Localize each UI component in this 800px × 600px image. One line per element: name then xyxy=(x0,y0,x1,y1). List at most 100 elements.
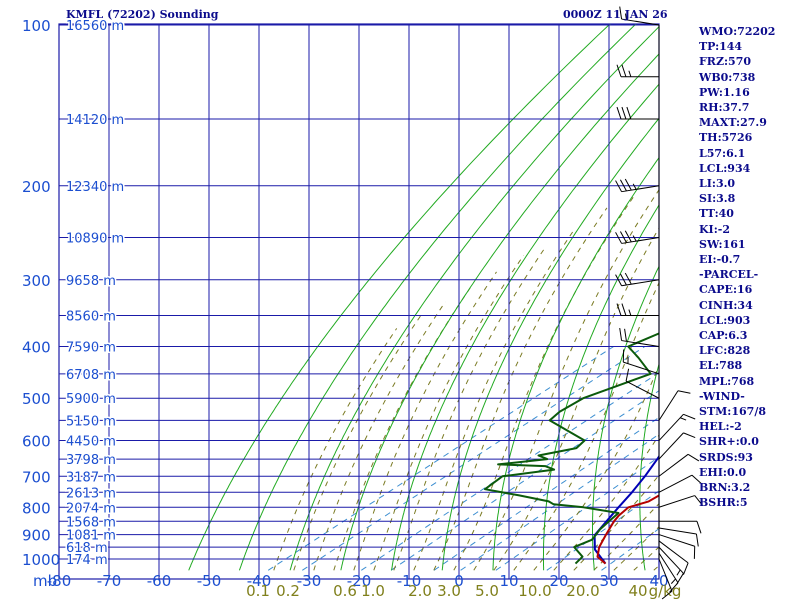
temperature-tick-label: 30 xyxy=(599,572,618,590)
wind-barb-shaft xyxy=(658,474,693,493)
wind-barb-flag xyxy=(615,232,623,244)
height-label-halo: 10890 m xyxy=(66,231,124,246)
mixing-ratio-label: 10.0 xyxy=(518,582,551,600)
height-label: 2074 m xyxy=(66,501,116,516)
wind-barb-half xyxy=(632,235,637,242)
pressure-tick-label: 800 xyxy=(22,499,51,517)
wind-barb-shaft xyxy=(658,558,673,592)
height-label-halo: 2613 m xyxy=(66,486,116,501)
index-item: SW:161 xyxy=(699,237,746,251)
index-item: BRN:3.2 xyxy=(699,481,751,495)
moist-adiabat xyxy=(473,188,659,571)
index-item: LCL:903 xyxy=(699,313,751,327)
temperature-tick-label: 40 xyxy=(649,572,668,590)
height-label: 5150 m xyxy=(66,414,116,429)
height-label: 9658 m xyxy=(66,274,116,289)
pressure-tick-label: 900 xyxy=(22,527,51,545)
moist-adiabat xyxy=(353,271,497,571)
dry-adiabat xyxy=(592,265,659,571)
wind-barb xyxy=(658,546,684,585)
height-label-halo: 5150 m xyxy=(66,414,116,429)
temperature-tick-label: -40 xyxy=(247,572,272,590)
index-item: SRDS:93 xyxy=(699,450,753,464)
wind-barb-half xyxy=(628,309,632,316)
temperature-tick-label: -50 xyxy=(197,572,222,590)
wind-barb-shaft xyxy=(621,340,660,347)
wind-barb xyxy=(658,413,696,441)
wind-barb-flag xyxy=(676,573,684,585)
height-label-halo: 6708 m xyxy=(66,368,116,383)
wind-barb xyxy=(658,527,699,547)
wind-barb xyxy=(615,178,660,193)
index-item: WB0:738 xyxy=(699,70,756,84)
wind-barbs xyxy=(615,6,703,600)
height-label: 3187 m xyxy=(66,470,116,485)
wind-barb-shaft xyxy=(658,527,697,535)
temperature-tick-label: -80 xyxy=(47,572,72,590)
mixing-ratio-line xyxy=(390,390,659,571)
height-label-halo: 174 m xyxy=(66,553,108,568)
wind-barb-half xyxy=(625,13,627,20)
dry-adiabat xyxy=(188,24,611,571)
wind-barb-flag xyxy=(626,106,632,120)
wind-barb-half xyxy=(680,417,687,421)
wind-barb xyxy=(616,303,659,317)
index-item: WMO:72202 xyxy=(699,25,776,38)
wind-barb xyxy=(616,106,659,120)
wind-barb-flag xyxy=(621,303,627,316)
sounding-traces xyxy=(484,332,659,565)
index-item: CAPE:16 xyxy=(699,283,753,297)
dry-adiabat xyxy=(639,362,659,571)
height-label-halo: 7590 m xyxy=(66,341,116,356)
wind-barb-flag xyxy=(619,179,627,192)
height-label: 7590 m xyxy=(66,341,116,356)
index-item: LCL:934 xyxy=(699,161,751,175)
moist-adiabat xyxy=(413,227,576,571)
height-label-halo: 14120 m xyxy=(66,113,124,128)
wind-barb-flag xyxy=(615,274,623,286)
wind-barb-flag xyxy=(619,6,623,20)
moist-adiabat xyxy=(433,207,608,571)
index-item: LFC:828 xyxy=(699,344,751,358)
height-label-halo: 8560 m xyxy=(66,310,116,325)
wind-barb-flag xyxy=(621,106,627,120)
wind-barb-flag xyxy=(683,432,696,439)
pressure-tick-label: 200 xyxy=(22,178,51,196)
height-label-halo: 618 m xyxy=(66,541,108,556)
temperature-trace xyxy=(596,494,659,565)
dry-adiabats xyxy=(188,24,659,571)
wind-barb xyxy=(658,495,703,508)
wind-barb-flag xyxy=(619,273,627,286)
moist-adiabat xyxy=(453,196,634,571)
index-item: PW:1.16 xyxy=(699,85,750,99)
wind-barb xyxy=(625,368,660,399)
height-label: 12340 m xyxy=(66,180,124,195)
wind-barb-flag xyxy=(624,230,632,243)
wind-barb-flag xyxy=(625,368,630,382)
wind-barb xyxy=(619,327,660,347)
wind-barb xyxy=(615,272,660,287)
pressure-tick-label: 700 xyxy=(22,468,51,486)
dry-adiabat xyxy=(340,53,659,571)
index-item: STM:167/8 xyxy=(699,405,766,419)
wind-barb-flag xyxy=(682,562,689,575)
moist-adiabat xyxy=(533,364,659,571)
pressure-tick-label: 300 xyxy=(22,272,51,290)
chart-title: KMFL (72202) Sounding xyxy=(66,8,219,21)
mixing-ratio-line xyxy=(433,416,659,571)
height-label: 4450 m xyxy=(66,435,116,450)
wind-barb-flag xyxy=(624,272,632,285)
wind-barb-shaft xyxy=(658,495,695,508)
wind-barb xyxy=(659,520,702,534)
height-label: 14120 m xyxy=(66,113,124,128)
wind-barb-half xyxy=(632,183,637,190)
wind-barb xyxy=(658,390,691,421)
wind-barb-shaft xyxy=(658,432,684,460)
wind-barb-half xyxy=(628,70,632,77)
wind-barb-flag xyxy=(616,106,622,120)
height-label-halo: 9658 m xyxy=(66,274,116,289)
dry-adiabat xyxy=(238,24,637,571)
index-item: LI:3.0 xyxy=(699,177,736,191)
temperature-tick-label: -30 xyxy=(297,572,322,590)
pressure-tick-label: 500 xyxy=(22,390,51,408)
